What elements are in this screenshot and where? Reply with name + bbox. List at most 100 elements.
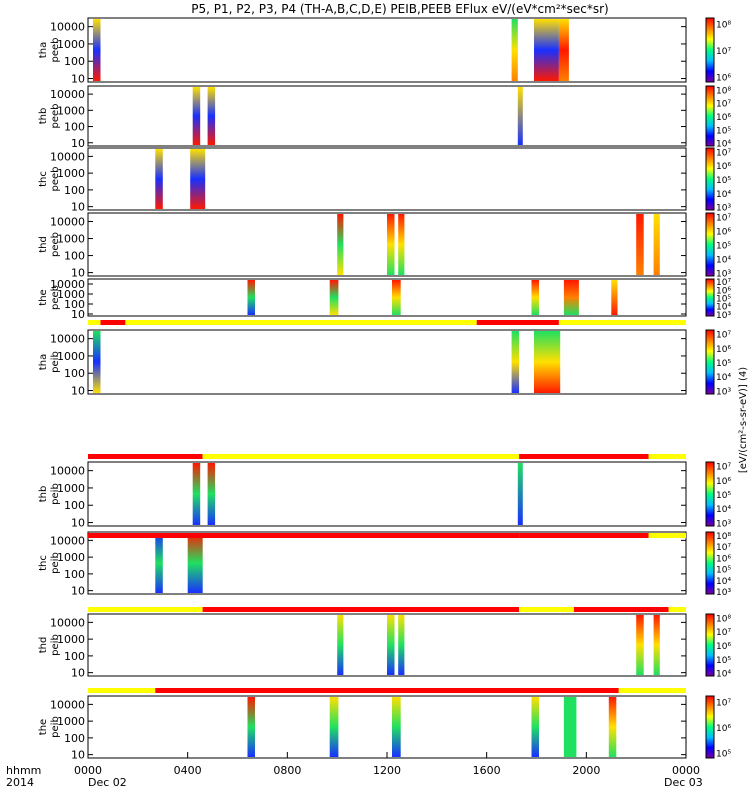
colorbar-tick-label: 10⁶ (716, 724, 731, 734)
panel-ylabel: thapeib (38, 351, 61, 373)
y-tick-label: 10 (71, 385, 85, 398)
colorbar (705, 212, 715, 277)
y-tick-label: 100 (64, 250, 85, 263)
y-tick-label: 1000 (57, 288, 85, 301)
spectrogram-interval (398, 214, 405, 275)
y-tick-label: 10 (71, 585, 85, 598)
x-date-label-start: Dec 02 (88, 776, 127, 789)
x-axis-left-label-2: 2014 (6, 776, 34, 789)
colorbar-tick-label: 10⁶ (716, 286, 731, 296)
panel-the-peib: 10 100 1000 10000 thepeib 10⁵ 10⁶ 10⁷ (38, 688, 731, 762)
colorbar-tick-label: 10⁷ (716, 148, 731, 158)
colorbar-tick-label: 10⁵ (716, 176, 731, 186)
colorbar-tick-label: 10⁸ (716, 532, 731, 542)
spectrogram-interval (398, 615, 405, 675)
y-tick-label: 1000 (57, 167, 85, 180)
colorbar-tick-label: 10⁵ (716, 566, 731, 576)
mode-flag-segment (648, 454, 686, 459)
spectrogram-interval (247, 280, 255, 315)
colorbar-tick-label: 10⁴ (716, 140, 731, 150)
colorbar-tick-label: 10⁵ (716, 491, 731, 501)
colorbar-tick-label: 10⁷ (716, 543, 731, 553)
colorbar-tick-label: 10⁷ (716, 698, 731, 708)
y-tick-label: 100 (64, 184, 85, 197)
colorbar-tick-label: 10⁷ (716, 100, 731, 110)
mode-flag-segment (88, 533, 520, 538)
colorbar (705, 461, 715, 527)
y-tick-label: 100 (64, 499, 85, 512)
x-tick-label: 2000 (572, 764, 600, 777)
spectrogram-interval (192, 463, 201, 525)
x-tick-label: 0800 (273, 764, 301, 777)
spectrogram-interval (392, 280, 401, 315)
colorbar-tick-label: 10⁶ (716, 345, 731, 355)
panel-ylabel: thepeib (38, 716, 61, 738)
panel-ylabel: thcpeib (38, 552, 61, 574)
colorbar-tick-label: 10⁵ (716, 126, 731, 136)
colorbar-tick-label: 10³ (716, 270, 731, 280)
mode-flag-segment (202, 607, 519, 612)
y-tick-label: 10000 (50, 465, 85, 478)
mode-flag-segment (476, 320, 559, 325)
spectrogram-interval (534, 331, 561, 393)
panel-thb-peeb: 10 100 1000 10000 thbpeeb 10⁴ 10⁵ 10⁶ 10⁷ 10⁸ (38, 85, 731, 150)
spectrogram-interval (329, 697, 339, 757)
panel-ylabel: thcpeeb (38, 167, 61, 192)
spectrogram-interval (531, 697, 539, 757)
colorbar-tick-label: 10⁵ (716, 359, 731, 369)
colorbar-tick-label: 10⁶ (716, 162, 731, 172)
y-tick-label: 10000 (50, 88, 85, 101)
y-tick-label: 100 (64, 298, 85, 311)
x-tick-label: 1600 (473, 764, 501, 777)
colorbar (705, 329, 715, 395)
panel-frame (87, 531, 687, 595)
colorbar-tick-label: 10⁴ (716, 505, 731, 515)
panel-frame (87, 278, 687, 317)
figure-title: P5, P1, P2, P3, P4 (TH-A,B,C,D,E) PEIB,P… (191, 2, 608, 16)
panel-frame (87, 147, 687, 211)
mode-flag-segment (155, 688, 619, 693)
colorbar (705, 17, 715, 83)
y-tick-label: 10 (71, 749, 85, 762)
spectrogram-interval (653, 214, 660, 275)
panel-the-peeb: 10 100 1000 10000 thapeeb 10⁶ 10⁷ 10⁸ (38, 17, 731, 86)
mode-flag-segment (519, 533, 649, 538)
y-tick-label: 1000 (57, 104, 85, 117)
y-tick-label: 100 (64, 568, 85, 581)
spectrogram-interval (517, 463, 523, 525)
mode-flag-segment (88, 607, 203, 612)
spectrogram-interval (93, 19, 101, 81)
spectrogram-interval (247, 697, 255, 757)
y-tick-label: 100 (64, 367, 85, 380)
y-tick-label: 100 (64, 55, 85, 68)
colorbar-tick-label: 10⁸ (716, 21, 731, 31)
y-tick-label: 10 (71, 267, 85, 280)
panel-frame (87, 212, 687, 277)
colorbar (705, 695, 715, 759)
spectrogram-interval (387, 214, 395, 275)
colorbar-tick-label: 10³ (716, 588, 731, 598)
colorbar-tick-label: 10⁷ (716, 278, 731, 288)
spectrogram-interval (558, 19, 569, 81)
x-tick-label: 1200 (373, 764, 401, 777)
panel-frame (87, 695, 687, 759)
x-axis-left-label-1: hhmm (6, 764, 41, 777)
y-tick-label: 10000 (50, 616, 85, 629)
colorbar-tick-label: 10⁷ (716, 628, 731, 638)
spectrogram-interval (329, 280, 339, 315)
x-tick-label: 0000 (672, 764, 700, 777)
mode-flag-segment (202, 454, 519, 459)
colorbar-tick-label: 10⁸ (716, 614, 731, 624)
colorbar-tick-label: 10⁶ (716, 477, 731, 487)
spectrogram-interval (93, 331, 101, 393)
y-tick-label: 1000 (57, 38, 85, 51)
colorbar-tick-label: 10⁴ (716, 670, 731, 680)
y-tick-label: 10000 (50, 21, 85, 34)
colorbar-tick-label: 10⁴ (716, 303, 731, 313)
colorbar (705, 85, 715, 147)
colorbar-tick-label: 10⁷ (716, 47, 731, 57)
spectrogram-interval (337, 214, 344, 275)
colorbar-tick-label: 10⁵ (716, 750, 731, 760)
